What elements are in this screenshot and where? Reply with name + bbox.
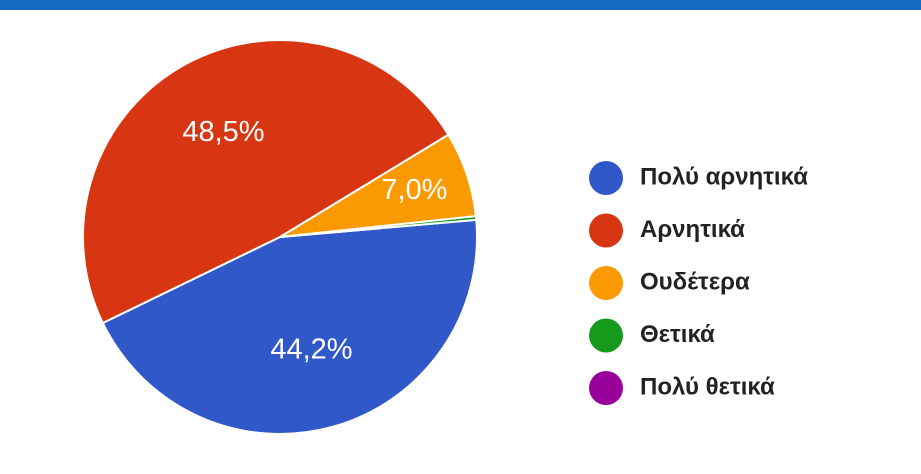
legend-marker (589, 161, 623, 195)
top-bar (0, 0, 921, 10)
pie-slice (279, 215, 478, 238)
legend-label: Αρνητικά (640, 216, 745, 243)
legend-label: Ουδέτερα (640, 268, 750, 295)
pie-slice (82, 39, 450, 325)
legend-label: Πολύ αρνητικά (640, 163, 808, 190)
legend-marker (589, 266, 623, 300)
legend-marker (589, 213, 623, 248)
legend-marker (589, 371, 623, 405)
legend-label: Θετικά (640, 321, 715, 348)
legend-label: Πολύ θετικά (640, 373, 775, 400)
slice-label: 48,5% (182, 116, 264, 148)
slice-label: 7,0% (381, 174, 447, 206)
slice-label: 44,2% (270, 334, 352, 366)
legend-marker (589, 318, 623, 353)
pie-slice (101, 218, 478, 435)
